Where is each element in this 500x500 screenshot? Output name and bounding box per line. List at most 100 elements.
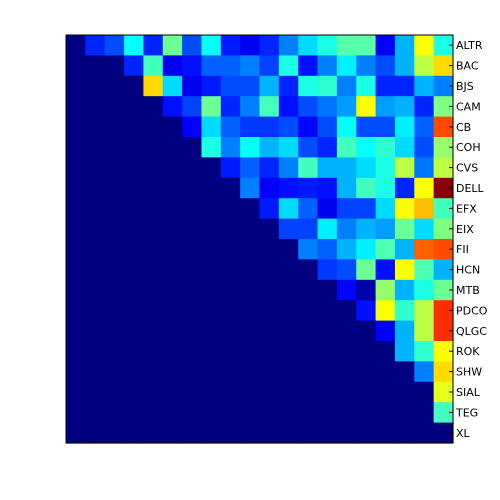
heatmap-cell-cam-bac [85,96,106,118]
heatmap-cell-cb-teg [414,116,435,138]
heatmap-cell-coh-eix [240,137,261,158]
heatmap-cell-bjs-qlgc [336,75,357,97]
heatmap-cell-fii-cvs [182,239,203,260]
heatmap-cell-qlgc-coh [162,320,183,342]
heatmap-cell-cvs-bac [85,157,106,179]
heatmap-cell-altr-sial [394,35,415,56]
heatmap-cell-altr-bjs [104,35,125,56]
heatmap-cell-dell-qlgc [336,177,357,199]
heatmap-cell-efx-eix [240,198,261,220]
heatmap-cell-shw-pdco [317,361,338,383]
heatmap-cell-mtb-cvs [182,279,203,301]
heatmap-cell-bjs-bjs [104,75,125,97]
heatmap-cell-efx-cam [124,198,144,220]
heatmap-cell-bac-coh [162,55,183,77]
heatmap-cell-rok-rok [356,341,377,362]
heatmap-cell-rok-altr [66,341,86,362]
y-tick-label-coh: COH [456,141,481,154]
heatmap-cell-cam-teg [414,96,435,118]
y-tick-label-bac: BAC [456,60,479,73]
heatmap-cell-fii-teg [414,239,435,260]
heatmap-cell-teg-rok [356,402,377,424]
heatmap-cell-rok-cvs [182,341,203,362]
y-tick-label-xl: XL [456,427,471,440]
heatmap-cell-teg-fii [259,402,280,424]
heatmap-cell-hcn-shw [375,259,396,281]
heatmap-cell-dell-shw [375,177,396,199]
heatmap-cell-bac-cb [143,55,164,77]
heatmap-cell-hcn-fii [259,259,280,281]
heatmap-cell-sial-eix [240,381,261,403]
heatmap-cell-sial-dell [201,381,222,403]
heatmap-cell-rok-eix [240,341,261,362]
heatmap-cell-dell-efx [220,177,241,199]
heatmap-cell-mtb-pdco [317,279,338,301]
heatmap-cell-cb-efx [220,116,241,138]
heatmap-cell-fii-cam [124,239,144,260]
heatmap-cell-dell-coh [162,177,183,199]
heatmap-cell-bjs-dell [201,75,222,97]
heatmap-cell-coh-fii [259,137,280,158]
heatmap-cell-cam-shw [375,96,396,118]
heatmap-cell-sial-bjs [104,381,125,403]
heatmap-cell-xl-bjs [104,422,125,444]
heatmap-cell-bac-mtb [298,55,319,77]
heatmap-cell-cam-pdco [317,96,338,118]
heatmap-cell-rok-shw [375,341,396,362]
heatmap-cell-cam-cvs [182,96,203,118]
heatmap-cell-bjs-teg [414,75,435,97]
heatmap-cell-bjs-shw [375,75,396,97]
heatmap-cell-bac-fii [259,55,280,77]
heatmap-cell-hcn-qlgc [336,259,357,281]
heatmap-cell-coh-altr [66,137,86,158]
heatmap-cell-dell-pdco [317,177,338,199]
heatmap-cell-rok-sial [394,341,415,362]
heatmap-cell-efx-sial [394,198,415,220]
heatmap-cell-coh-bjs [104,137,125,158]
heatmap-cell-altr-cam [124,35,144,56]
heatmap-cell-pdco-cam [124,300,144,322]
heatmap-cell-fii-bjs [104,239,125,260]
heatmap-cell-xl-shw [375,422,396,444]
heatmap-cell-altr-altr [66,35,86,56]
heatmap-cell-eix-dell [201,218,222,240]
heatmap-cell-mtb-efx [220,279,241,301]
heatmap-cell-cam-mtb [298,96,319,118]
heatmap-cell-qlgc-rok [356,320,377,342]
heatmap-cell-pdco-bac [85,300,106,322]
y-tick-label-pdco: PDCO [456,304,488,317]
heatmap-cell-cb-pdco [317,116,338,138]
heatmap-cell-sial-cvs [182,381,203,403]
heatmap-cell-bac-dell [201,55,222,77]
heatmap-cell-fii-hcn [278,239,299,260]
heatmap-cell-efx-bjs [104,198,125,220]
heatmap-cell-xl-cvs [182,422,203,444]
heatmap-cell-eix-bac [85,218,106,240]
heatmap-cell-dell-sial [394,177,415,199]
heatmap-cell-eix-altr [66,218,86,240]
heatmap-cell-cb-altr [66,116,86,138]
heatmap-cell-xl-coh [162,422,183,444]
heatmap-cell-cam-coh [162,96,183,118]
heatmap-cell-dell-bjs [104,177,125,199]
heatmap-cell-fii-bac [85,239,106,260]
heatmap-cell-bac-qlgc [336,55,357,77]
heatmap-cell-shw-cvs [182,361,203,383]
heatmap-cell-dell-hcn [278,177,299,199]
heatmap-cell-mtb-fii [259,279,280,301]
heatmap-cell-qlgc-eix [240,320,261,342]
heatmap-cell-teg-efx [220,402,241,424]
heatmap-cell-eix-cb [143,218,164,240]
heatmap-cell-pdco-shw [375,300,396,322]
y-tick-label-efx: EFX [456,202,477,215]
heatmap-cell-altr-eix [240,35,261,56]
heatmap-cell-altr-xl [433,35,454,56]
heatmap-cell-mtb-mtb [298,279,319,301]
heatmap-cell-cb-shw [375,116,396,138]
heatmap-cell-sial-cb [143,381,164,403]
heatmap-cell-shw-shw [375,361,396,383]
heatmap-cell-fii-eix [240,239,261,260]
heatmap-cell-fii-cb [143,239,164,260]
heatmap-cell-eix-bjs [104,218,125,240]
